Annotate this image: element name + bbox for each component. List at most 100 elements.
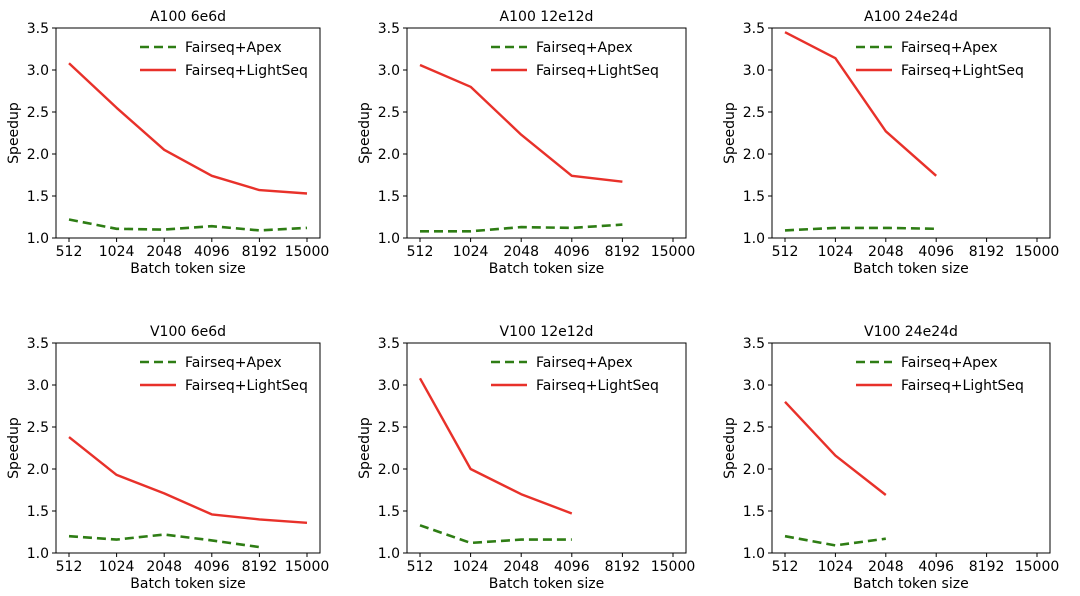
y-tick-label: 2.0	[27, 147, 49, 163]
y-tick-label: 2.0	[743, 147, 765, 163]
x-tick-label: 2048	[146, 559, 182, 575]
x-tick-label: 4096	[554, 244, 590, 260]
legend: Fairseq+Apex Fairseq+LightSeq	[491, 40, 659, 79]
y-tick-label: 3.5	[378, 336, 400, 352]
x-tick-label: 512	[772, 244, 799, 260]
y-tick-label: 3.0	[743, 378, 765, 394]
x-tick-label: 512	[56, 559, 83, 575]
chart-title: V100 24e24d	[864, 324, 958, 340]
series-line-fairseq-lightseq	[418, 377, 573, 515]
series-line-fairseq-apex	[784, 534, 886, 547]
series-line-fairseq-apex	[420, 223, 623, 233]
series-line-fairseq-lightseq	[784, 400, 887, 496]
chart-panel-2: A100 12e12d 1.0 1.5 2.0 2.5 3.0 3.5 512 1024 2048…	[357, 9, 695, 277]
y-tick-label: 3.5	[378, 21, 400, 37]
series-line-fairseq-lightseq	[68, 436, 308, 524]
x-tick-label: 15000	[651, 559, 696, 575]
plot-frame	[771, 27, 1051, 239]
legend: Fairseq+Apex Fairseq+LightSeq	[491, 355, 659, 394]
y-tick-label: 2.0	[378, 462, 400, 478]
chart-title: A100 6e6d	[150, 9, 226, 25]
plot-frame	[406, 342, 687, 554]
y-tick-label: 3.0	[27, 378, 49, 394]
y-axis-label: Speedup	[722, 417, 738, 479]
legend-label: Fairseq+LightSeq	[536, 63, 659, 79]
x-tick-label: 512	[407, 244, 434, 260]
legend-label: Fairseq+LightSeq	[185, 63, 308, 79]
chart-panel-6: V100 24e24d 1.0 1.5 2.0 2.5 3.0 3.5 512 1024 2048…	[722, 324, 1059, 592]
x-tick-label: 512	[407, 559, 434, 575]
x-tick-label: 512	[56, 244, 83, 260]
series-line-fairseq-apex	[68, 218, 308, 232]
x-tick-label: 15000	[1015, 244, 1060, 260]
x-tick-label: 1024	[453, 559, 489, 575]
series-line-fairseq-apex	[68, 533, 260, 549]
x-axis-label: Batch token size	[489, 261, 604, 277]
legend: Fairseq+Apex Fairseq+LightSeq	[140, 355, 308, 394]
y-tick-label: 2.5	[378, 105, 400, 121]
legend-label: Fairseq+Apex	[536, 40, 633, 56]
x-tick-label: 8192	[969, 244, 1005, 260]
y-tick-label: 1.5	[378, 189, 400, 205]
legend-label: Fairseq+Apex	[901, 355, 998, 371]
y-tick-label: 2.0	[743, 462, 765, 478]
x-tick-label: 512	[772, 559, 799, 575]
plot-frame	[406, 27, 687, 239]
legend: Fairseq+Apex Fairseq+LightSeq	[140, 40, 308, 79]
y-axis-label: Speedup	[6, 417, 22, 479]
x-tick-label: 15000	[285, 244, 330, 260]
x-tick-label: 8192	[242, 244, 278, 260]
y-tick-label: 2.5	[743, 420, 765, 436]
x-tick-label: 15000	[651, 244, 696, 260]
y-tick-label: 3.5	[743, 21, 765, 37]
x-tick-label: 8192	[242, 559, 278, 575]
y-tick-label: 3.5	[27, 21, 49, 37]
y-tick-label: 1.0	[743, 546, 765, 562]
plot-frame	[771, 342, 1051, 554]
legend-label: Fairseq+Apex	[901, 40, 998, 56]
x-axis-label: Batch token size	[853, 576, 968, 592]
y-tick-label: 1.0	[378, 231, 400, 247]
chart-title: A100 24e24d	[864, 9, 958, 25]
chart-title: V100 12e12d	[500, 324, 594, 340]
x-tick-label: 1024	[818, 244, 854, 260]
y-tick-label: 1.5	[27, 189, 49, 205]
x-axis-label: Batch token size	[130, 576, 245, 592]
legend-label: Fairseq+Apex	[185, 40, 282, 56]
x-tick-label: 2048	[503, 559, 539, 575]
x-axis-label: Batch token size	[489, 576, 604, 592]
series-line-fairseq-lightseq	[68, 62, 308, 195]
legend: Fairseq+Apex Fairseq+LightSeq	[856, 40, 1024, 79]
y-tick-label: 2.0	[378, 147, 400, 163]
y-tick-label: 1.5	[378, 504, 400, 520]
y-tick-label: 1.0	[378, 546, 400, 562]
x-tick-label: 2048	[868, 244, 904, 260]
chart-panel-3: A100 24e24d 1.0 1.5 2.0 2.5 3.0 3.5 512 1024 2048…	[722, 9, 1059, 277]
x-tick-label: 8192	[969, 559, 1005, 575]
y-tick-label: 3.0	[378, 63, 400, 79]
x-tick-label: 1024	[453, 244, 489, 260]
x-tick-label: 8192	[605, 559, 641, 575]
y-tick-label: 2.5	[27, 105, 49, 121]
x-tick-label: 2048	[868, 559, 904, 575]
x-tick-label: 2048	[146, 244, 182, 260]
y-tick-label: 1.0	[27, 546, 49, 562]
y-axis-label: Speedup	[6, 102, 22, 164]
chart-title: A100 12e12d	[500, 9, 594, 25]
plot-frame	[55, 342, 321, 554]
series-line-fairseq-apex	[419, 524, 572, 545]
x-tick-label: 2048	[503, 244, 539, 260]
chart-title: V100 6e6d	[150, 324, 226, 340]
y-tick-label: 1.0	[27, 231, 49, 247]
legend-label: Fairseq+Apex	[536, 355, 633, 371]
x-tick-label: 15000	[285, 559, 330, 575]
x-tick-label: 4096	[194, 244, 230, 260]
y-tick-label: 2.5	[27, 420, 49, 436]
y-tick-label: 3.0	[27, 63, 49, 79]
x-tick-label: 4096	[554, 559, 590, 575]
y-tick-label: 1.5	[743, 504, 765, 520]
legend-label: Fairseq+LightSeq	[901, 378, 1024, 394]
x-tick-label: 1024	[99, 244, 135, 260]
y-tick-label: 3.5	[743, 336, 765, 352]
